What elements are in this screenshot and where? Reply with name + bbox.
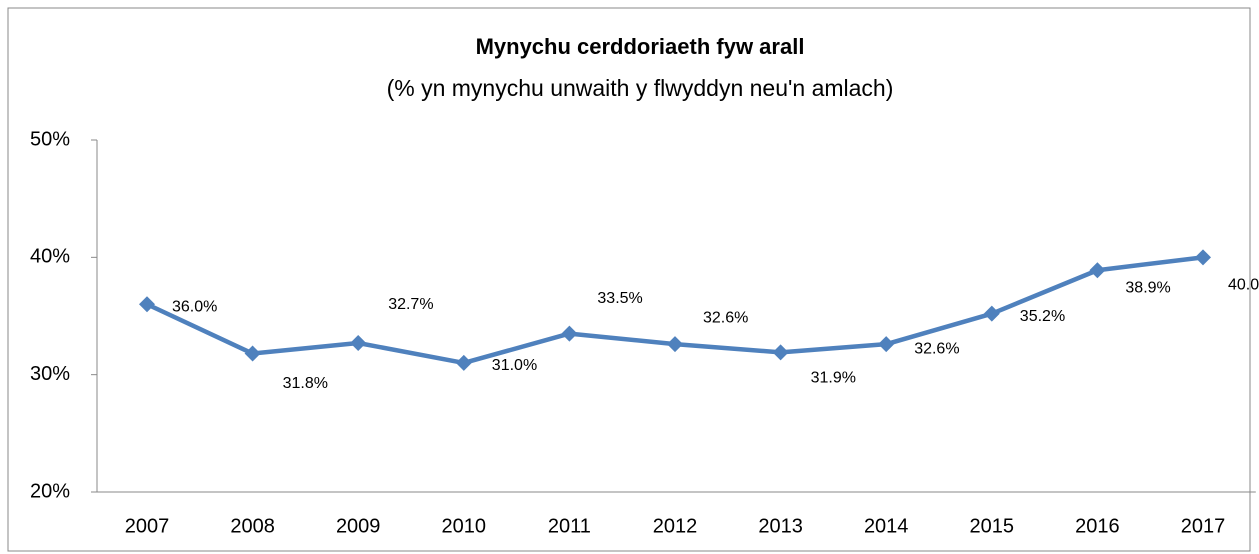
data-label: 38.9% [1125, 279, 1170, 296]
data-label: 36.0% [172, 298, 217, 315]
marker [772, 344, 789, 361]
x-tick-label: 2009 [336, 515, 381, 537]
y-tick-label: 20% [30, 480, 70, 502]
data-label: 31.0% [492, 357, 537, 374]
chart-subtitle: (% yn mynychu unwaith y flwyddyn neu'n a… [387, 75, 894, 101]
x-tick-label: 2008 [230, 515, 275, 537]
marker [350, 334, 367, 351]
x-tick-label: 2016 [1075, 515, 1120, 537]
marker [983, 305, 1000, 322]
chart-title: Mynychu cerddoriaeth fyw arall [476, 34, 805, 59]
marker [455, 354, 472, 371]
x-tick-label: 2013 [758, 515, 803, 537]
marker [1195, 249, 1211, 266]
data-label: 40.0% [1228, 277, 1259, 294]
y-tick-label: 40% [30, 246, 70, 268]
chart-frame [7, 7, 1251, 552]
x-tick-label: 2010 [442, 515, 487, 537]
y-tick-label: 30% [30, 363, 70, 385]
x-tick-label: 2011 [548, 515, 591, 537]
data-label: 32.6% [703, 309, 748, 326]
x-tick-label: 2014 [864, 515, 909, 537]
marker [139, 296, 155, 313]
marker [878, 336, 895, 353]
data-label: 31.8% [283, 375, 328, 392]
marker [561, 325, 578, 342]
marker [1089, 262, 1106, 279]
data-label: 32.7% [388, 296, 433, 313]
data-label: 32.6% [914, 340, 959, 357]
data-label: 35.2% [1020, 308, 1065, 325]
data-label: 33.5% [597, 290, 642, 307]
x-tick-label: 2017 [1181, 515, 1226, 537]
x-tick-label: 2012 [653, 515, 698, 537]
marker [667, 336, 683, 353]
x-tick-label: 2007 [125, 515, 170, 537]
marker [244, 345, 261, 362]
y-tick-label: 50% [30, 128, 70, 150]
data-label: 31.9% [811, 370, 856, 387]
x-tick-label: 2015 [970, 515, 1015, 537]
